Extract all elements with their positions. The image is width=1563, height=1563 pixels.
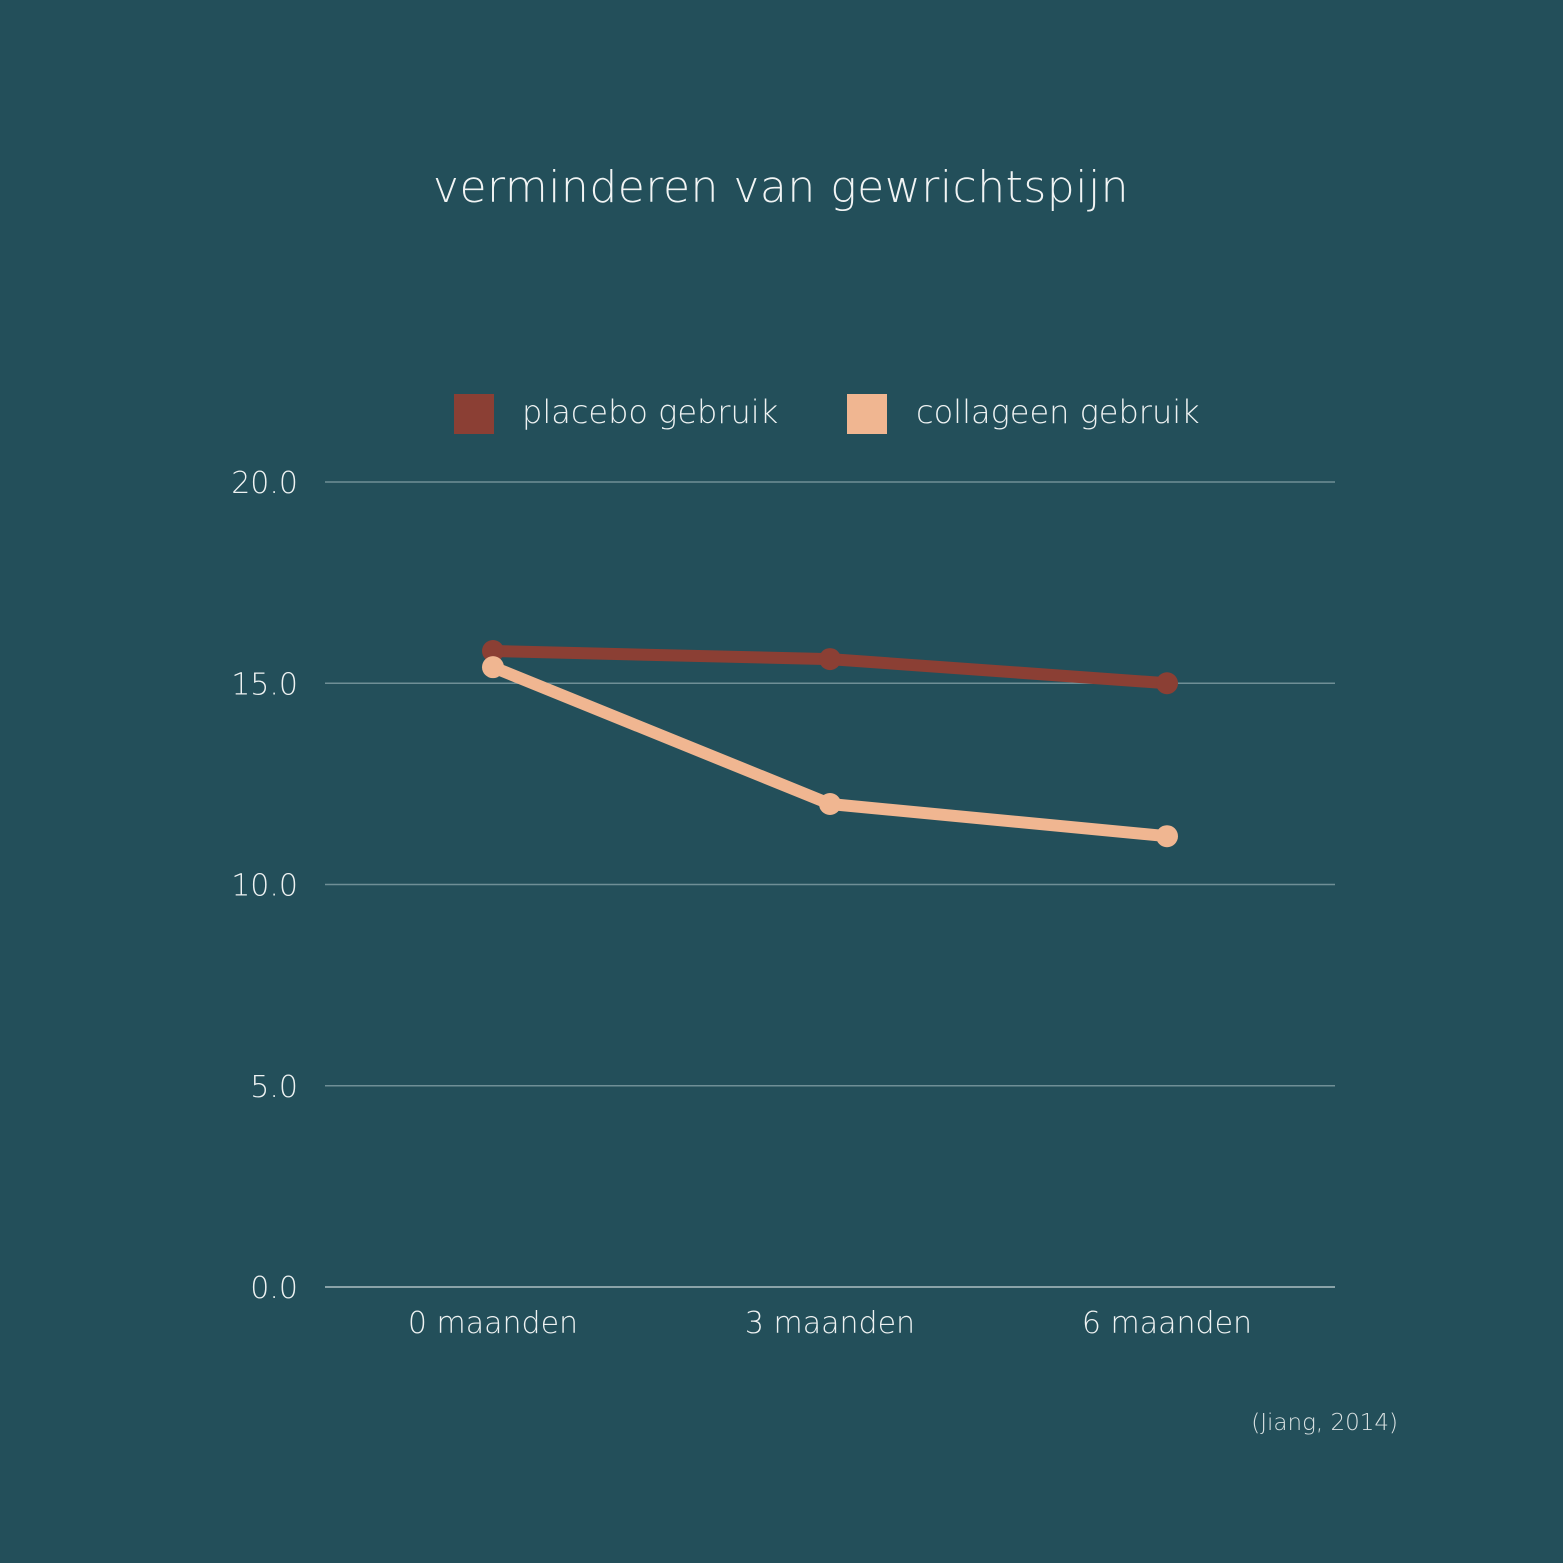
chart-legend: placebo gebruik collageen gebruik bbox=[454, 393, 1200, 434]
legend-label-collageen: collageen gebruik bbox=[916, 393, 1200, 431]
data-point bbox=[1156, 825, 1178, 848]
y-tick-label: 10.0 bbox=[231, 869, 298, 904]
data-point bbox=[819, 793, 841, 815]
legend-label-placebo: placebo gebruik bbox=[522, 393, 778, 431]
legend-swatch-placebo bbox=[454, 394, 494, 434]
x-axis-tick-labels: 0 maanden 3 maanden 6 maanden bbox=[408, 1306, 1252, 1341]
data-point bbox=[1156, 672, 1178, 695]
data-point bbox=[482, 656, 504, 679]
gridlines bbox=[325, 481, 1335, 1288]
series-lines bbox=[482, 640, 1178, 848]
x-tick-label: 6 maanden bbox=[1082, 1306, 1252, 1341]
x-tick-label: 0 maanden bbox=[408, 1306, 578, 1341]
series-collageen bbox=[482, 656, 1178, 848]
data-point bbox=[482, 640, 504, 663]
legend-swatch-collageen bbox=[847, 394, 887, 434]
y-tick-label: 5.0 bbox=[250, 1070, 298, 1105]
data-point bbox=[819, 648, 841, 671]
y-tick-label: 0.0 bbox=[250, 1271, 298, 1306]
y-tick-label: 15.0 bbox=[231, 667, 298, 702]
x-tick-label: 3 maanden bbox=[745, 1306, 915, 1341]
source-citation: (Jiang, 2014) bbox=[1251, 1410, 1398, 1436]
series-placebo bbox=[482, 640, 1178, 695]
chart-title: verminderen van gewrichtspijn bbox=[433, 162, 1129, 213]
y-axis-tick-labels: 0.0 5.0 10.0 15.0 20.0 bbox=[231, 466, 298, 1306]
y-tick-label: 20.0 bbox=[231, 466, 298, 501]
